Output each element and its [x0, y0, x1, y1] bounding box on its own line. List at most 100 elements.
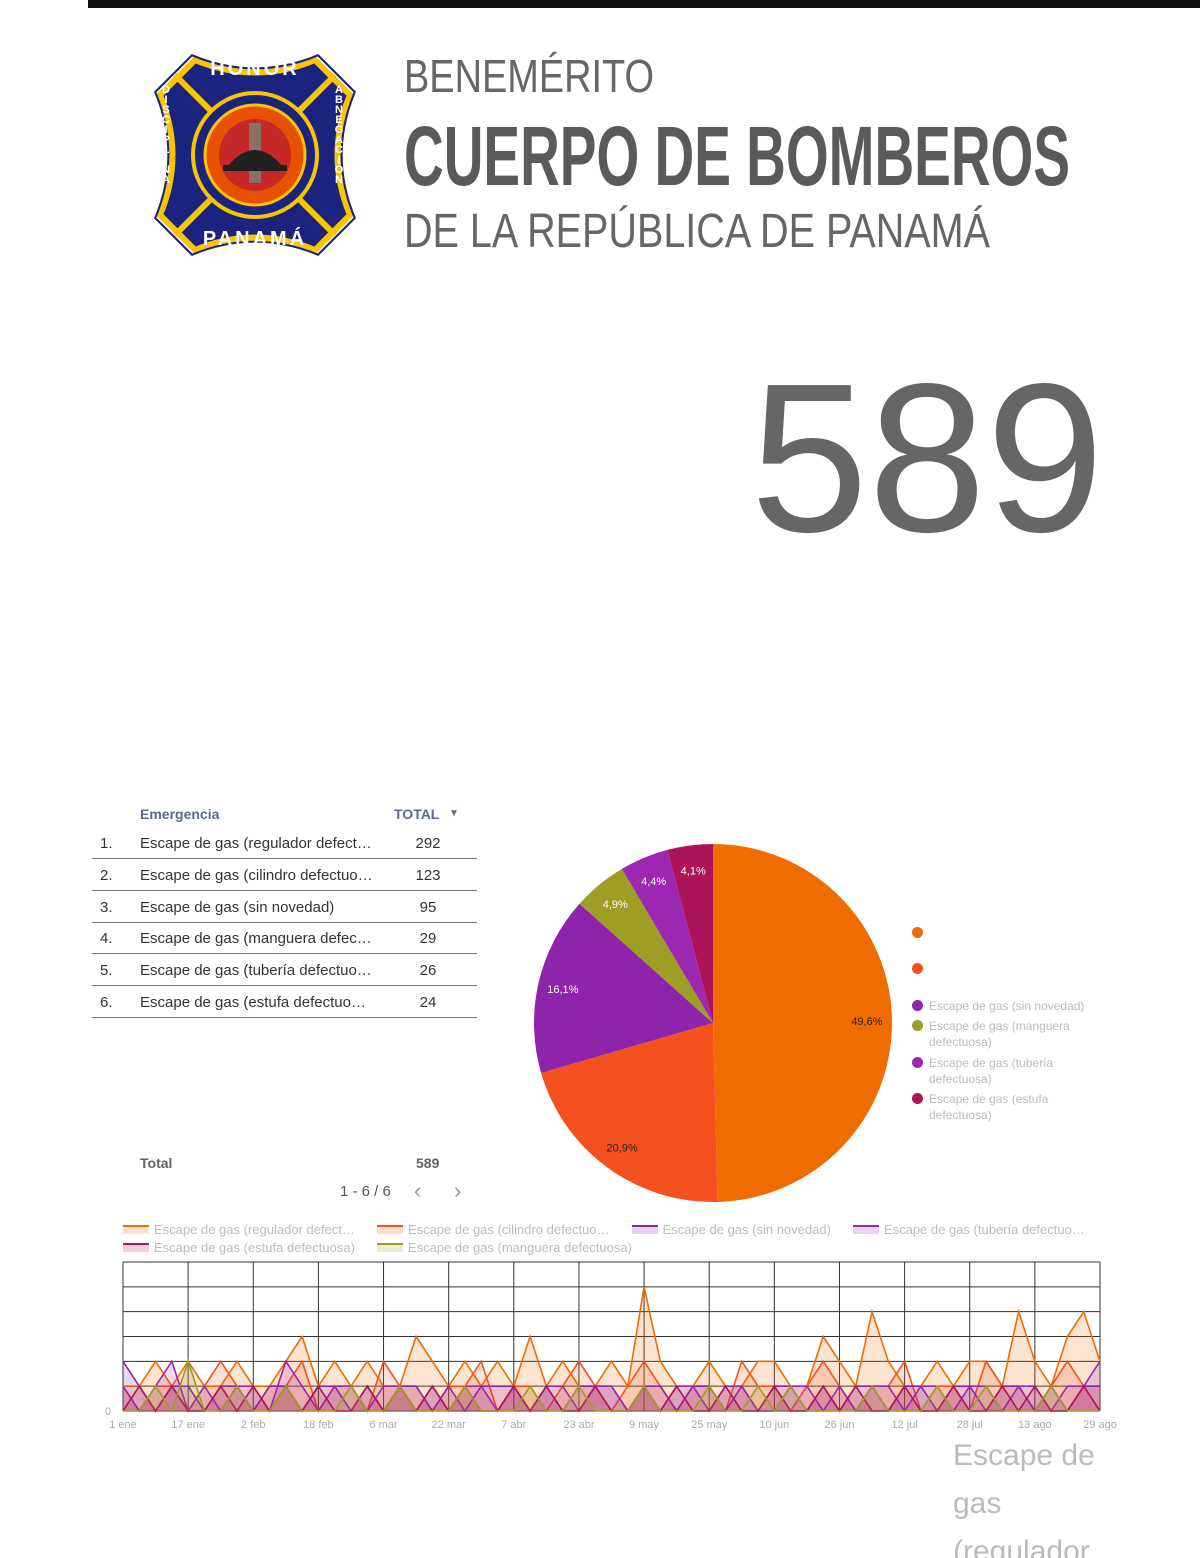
legend-swatch: [912, 963, 923, 974]
slice-label: 49,6%: [851, 1016, 882, 1028]
series-area: [123, 1286, 1100, 1411]
prev-page[interactable]: ‹: [414, 1178, 422, 1203]
top-bar: [88, 0, 1200, 8]
row-name: Escape de gas (estufa defectuo…: [140, 994, 366, 1011]
legend-label: Escape de gas (regulador defect…: [154, 1222, 355, 1237]
row-name: Escape de gas (cilindro defectuo…: [140, 866, 373, 884]
x-tick-label: 22 mar: [432, 1419, 467, 1431]
line-legend: Escape de gas (regulador defect… Escape d…: [123, 1222, 1113, 1255]
x-tick-label: 10 jun: [759, 1419, 789, 1431]
row-total: 29: [419, 930, 437, 948]
legend-item: Escape de gas (sin novedad): [631, 1222, 831, 1237]
x-tick-label: 2 feb: [241, 1419, 265, 1431]
row-index: 3.: [100, 898, 113, 916]
x-tick-label: 12 jul: [891, 1419, 917, 1431]
sort-icon[interactable]: ▼: [449, 808, 459, 819]
row-divider: [92, 1017, 477, 1018]
header-line2: CUERPO DE BOMBEROS: [404, 109, 1070, 203]
row-total: 26: [419, 962, 437, 980]
footer-label: Total: [140, 1155, 173, 1171]
x-tick-label: 25 may: [691, 1419, 728, 1431]
legend-label: Escape de gas (tubería defectuo…: [883, 1222, 1085, 1237]
row-divider: [92, 985, 477, 987]
legend-item: Escape de gas (estufa defectuosa): [123, 1240, 355, 1255]
legend-item: Escape de gas (sin novedad): [912, 998, 1092, 1014]
column-header[interactable]: TOTAL: [394, 806, 440, 822]
row-index: 6.: [100, 994, 113, 1011]
legend-swatch: [912, 927, 923, 938]
header-line1: BENEMÉRITO: [404, 50, 654, 102]
pie-slice: [534, 903, 713, 1073]
row-divider: [92, 889, 477, 891]
row-divider: [92, 858, 477, 859]
slice-label: 16,1%: [547, 984, 578, 996]
legend-label: Escape de gas (manguera defectuosa): [929, 1019, 1070, 1049]
x-tick-label: 13 ago: [1018, 1419, 1052, 1431]
row-divider: [92, 953, 477, 955]
row-index: 2.: [100, 866, 113, 884]
legend-label: Escape de gas (sin novedad): [929, 999, 1085, 1013]
legend-swatch: [631, 1225, 658, 1234]
legend-label: Escape de gas (manguera defectuosa): [407, 1240, 632, 1255]
line-chart: 1 ene 17 ene 2 feb 18 feb 6 mar 22 mar 7 abr 23…: [105, 1261, 1117, 1431]
legend-item: Escape de gas (cilindro defectuo…: [376, 1222, 610, 1237]
legend-swatch: [912, 1000, 923, 1011]
legend-swatch: [123, 1225, 149, 1234]
legend-item: Escape de gas (regulador defect…: [123, 1222, 355, 1237]
legend-label: Escape de gas (cilindro defectuo…: [407, 1222, 610, 1237]
slice-label: 4,9%: [603, 899, 628, 911]
bottom-label: Escape de gas (regulador: [953, 1439, 1095, 1558]
legend-label: Escape de gas (estufa defectuosa): [929, 1092, 1049, 1122]
legend-item: [912, 961, 1092, 974]
legend-item: Escape de gas (manguera defectuosa): [376, 1240, 632, 1255]
x-tick-label: 17 ene: [171, 1419, 205, 1431]
row-total: 24: [419, 994, 437, 1011]
logo-top-text: HONOR: [210, 58, 300, 80]
slice-label: 4,1%: [681, 865, 706, 877]
next-page[interactable]: ›: [454, 1178, 462, 1203]
x-tick-label: 26 jun: [824, 1419, 854, 1431]
header-line3: DE LA REPÚBLICA DE PANAMÁ: [404, 204, 990, 258]
row-index: 1.: [100, 835, 113, 852]
row-name: Escape de gas (manguera defec…: [140, 930, 372, 948]
row-index: 4.: [100, 930, 113, 948]
x-tick-label: 1 ene: [109, 1419, 137, 1431]
x-tick-label: 23 abr: [563, 1419, 595, 1431]
legend-label: Escape de gas (tubería defectuosa): [929, 1056, 1054, 1086]
x-tick-label: 7 abr: [501, 1419, 526, 1431]
legend-swatch: [912, 1057, 923, 1068]
legend-label: Escape de gas (estufa defectuosa): [154, 1240, 355, 1255]
logo-left-text: DISCIPLINA: [160, 84, 172, 184]
pie-slice: [713, 844, 893, 1202]
legend-swatch: [376, 1225, 403, 1234]
x-tick-label: 28 jul: [957, 1419, 983, 1431]
scorecard-value: 589: [750, 339, 1104, 576]
logo-bottom-text: PANAMÁ: [202, 228, 308, 250]
row-name: Escape de gas (regulador defect…: [140, 835, 372, 852]
legend-swatch: [123, 1243, 149, 1252]
slice-label: 4,4%: [641, 876, 666, 888]
logo-right-text: ABNEGACIÓN: [333, 84, 345, 184]
row-divider: [92, 921, 477, 923]
pagination: 1 - 6 / 6: [340, 1183, 391, 1200]
row-total: 123: [415, 866, 441, 884]
x-tick-label: 9 may: [629, 1419, 659, 1431]
legend-swatch: [376, 1243, 403, 1252]
legend-label: Escape de gas (sin novedad): [662, 1222, 831, 1237]
logo: [154, 54, 356, 256]
row-index: 5.: [100, 962, 113, 980]
row-name: Escape de gas (sin novedad): [140, 898, 335, 916]
header: BENEMÉRITO CUERPO DE BOMBEROS DE LA REPÚ…: [404, 50, 1070, 258]
x-tick-label: 18 feb: [303, 1419, 334, 1431]
row-total: 292: [415, 835, 441, 852]
legend-item: [912, 925, 1092, 938]
column-header: Emergencia: [140, 806, 220, 822]
y-tick-label: 0: [105, 1406, 111, 1418]
pie-slice: [621, 849, 713, 1023]
row-name: Escape de gas (tubería defectuo…: [140, 962, 372, 980]
legend-item: Escape de gas (manguera defectuosa): [912, 1018, 1092, 1050]
slice-label: 20,9%: [607, 1142, 638, 1154]
pie-chart: 49,6% 20,9% 16,1% 4,9% 4,4% 4,1%: [534, 844, 893, 1202]
legend-swatch: [912, 1093, 923, 1104]
